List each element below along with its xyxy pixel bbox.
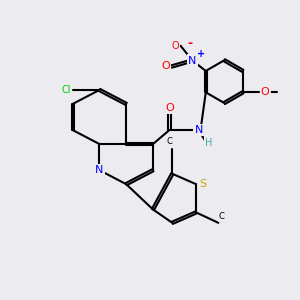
Text: H: H bbox=[205, 139, 212, 148]
Text: N: N bbox=[188, 56, 196, 65]
Text: O: O bbox=[165, 103, 174, 113]
Text: +: + bbox=[197, 49, 205, 59]
Text: N: N bbox=[195, 125, 203, 135]
Text: O: O bbox=[261, 87, 269, 97]
Text: C: C bbox=[167, 136, 172, 146]
Text: O: O bbox=[161, 61, 170, 71]
Text: O: O bbox=[171, 41, 179, 51]
Text: C: C bbox=[218, 212, 224, 221]
Text: -: - bbox=[187, 37, 192, 50]
Text: Cl: Cl bbox=[62, 85, 71, 95]
Text: S: S bbox=[199, 179, 206, 189]
Text: N: N bbox=[95, 165, 104, 175]
